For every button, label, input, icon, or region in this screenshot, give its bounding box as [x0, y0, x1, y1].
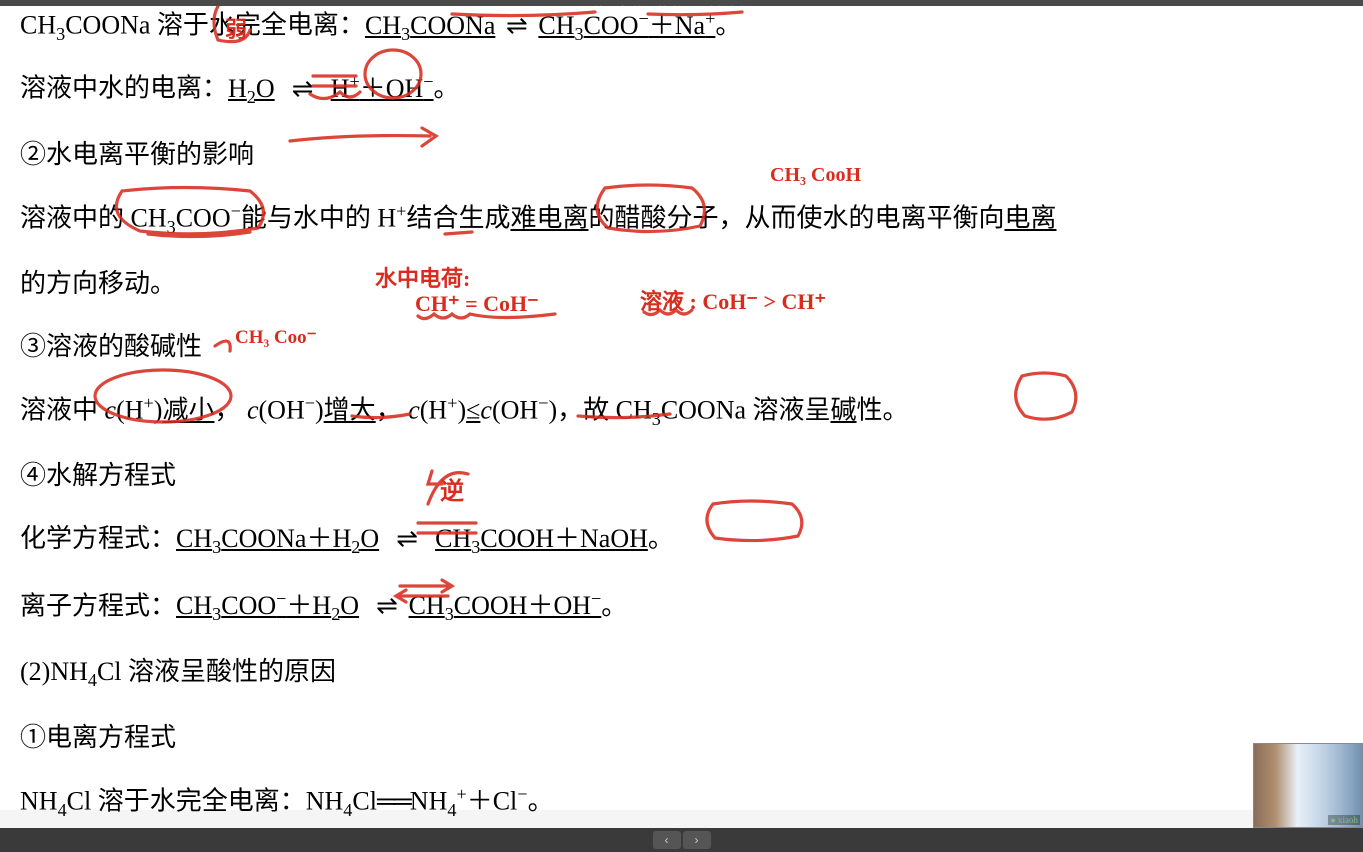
- text-line-7: ④水解方程式: [20, 458, 1343, 494]
- next-page-button[interactable]: ›: [683, 831, 711, 849]
- text-line-3: 溶液中的 CH3COO−能与水中的 H+结合生成难电离的醋酸分子，从而使水的电离…: [20, 199, 1343, 240]
- text-line-2: ②水电离平衡的影响: [20, 137, 1343, 173]
- text-line-1: 溶液中水的电离：H2O H+＋OH−。: [20, 69, 1343, 110]
- page-nav-footer: ‹ ›: [0, 828, 1363, 852]
- webcam-thumbnail[interactable]: ● xiaoh: [1253, 743, 1363, 828]
- text-line-6: 溶液中 c(H+)减小， c(OH−)增大， c(H+)≤c(OH−)，故 CH…: [20, 391, 1343, 432]
- pdf-page: CH3COONa 溶于水完全电离：CH3COONa CH3COO−＋Na+。 溶…: [0, 6, 1363, 810]
- text-line-12: NH4Cl 溶于水完全电离：NH4Cl══NH4+＋Cl−。: [20, 782, 1343, 823]
- text-line-4: 的方向移动。: [20, 266, 1343, 302]
- text-line-10: (2)NH4Cl 溶液呈酸性的原因: [20, 654, 1343, 694]
- text-line-9: 离子方程式：CH3COO−＋H2O CH3COOH＋OH−。: [20, 587, 1343, 628]
- text-line-8: 化学方程式：CH3COONa＋H2O CH3COOH＋NaOH。: [20, 521, 1343, 561]
- text-line-5: ③溶液的酸碱性: [20, 329, 1343, 365]
- user-tag: ● xiaoh: [1328, 815, 1360, 825]
- text-line-0: CH3COONa 溶于水完全电离：CH3COONa CH3COO−＋Na+。: [20, 6, 1343, 47]
- prev-page-button[interactable]: ‹: [653, 831, 681, 849]
- text-line-11: ①电离方程式: [20, 720, 1343, 756]
